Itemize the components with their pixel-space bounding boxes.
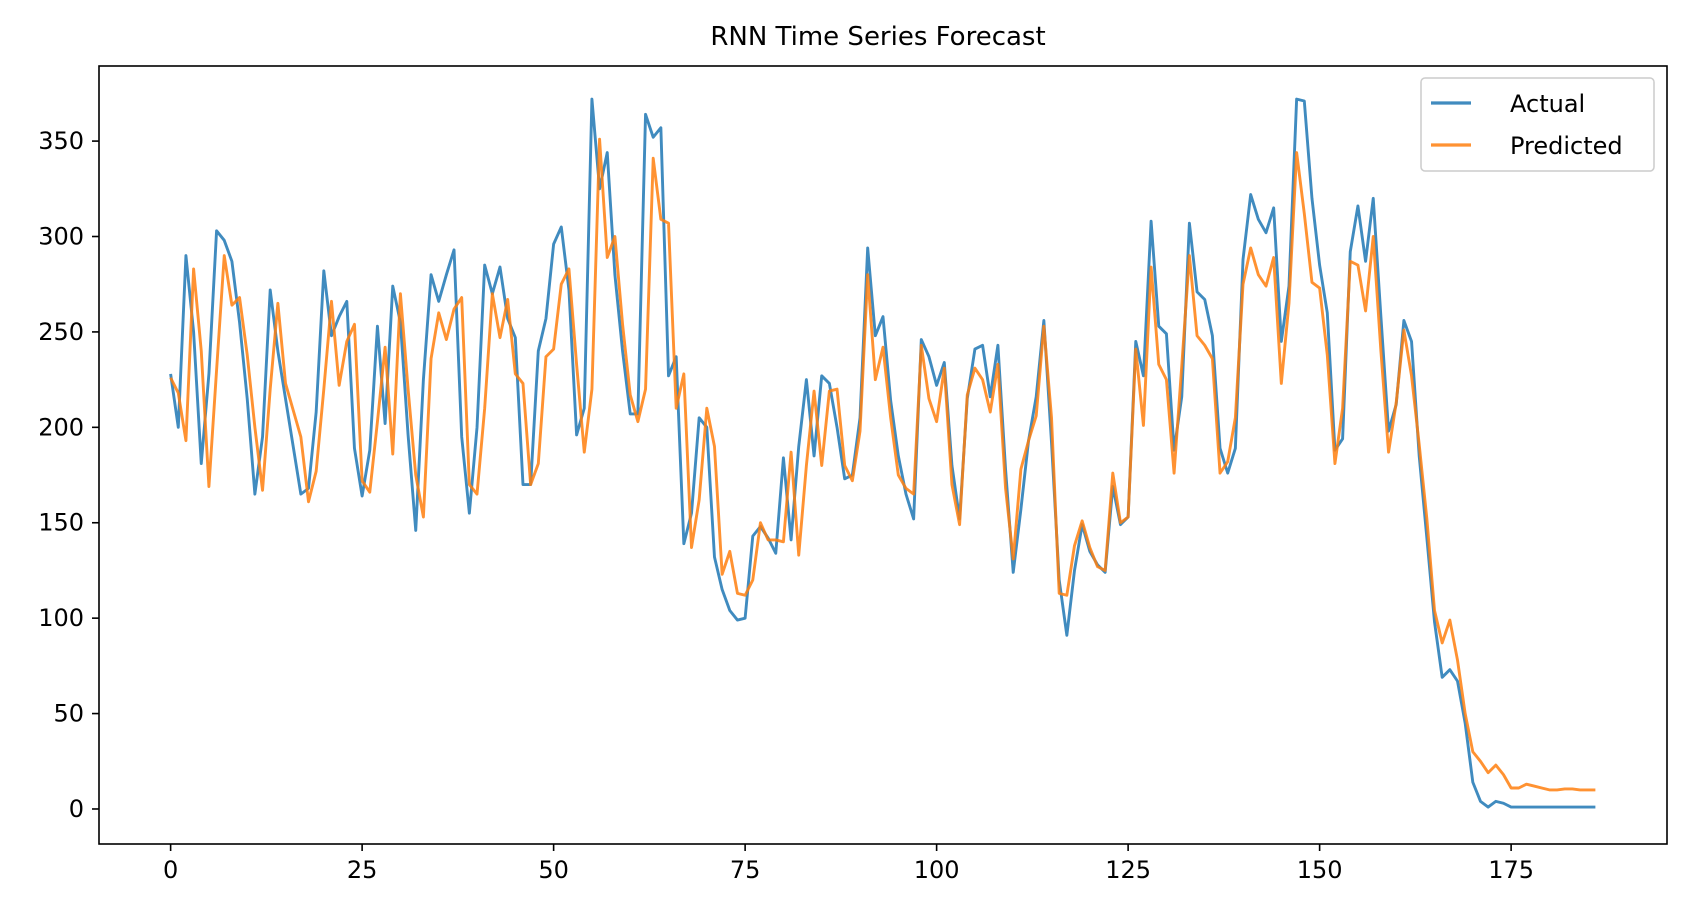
- y-tick-label: 100: [38, 604, 84, 632]
- x-tick-label: 175: [1488, 856, 1534, 884]
- x-tick-label: 25: [347, 856, 378, 884]
- legend-label-predicted: Predicted: [1510, 132, 1623, 160]
- y-tick-label: 300: [38, 223, 84, 251]
- chart-title: RNN Time Series Forecast: [710, 22, 1045, 52]
- y-tick-label: 350: [38, 127, 84, 155]
- y-tick-label: 200: [38, 413, 84, 441]
- x-tick-label: 150: [1297, 856, 1343, 884]
- x-axis: 0 25 50 75 100 125 150 175: [163, 844, 1534, 884]
- x-tick-label: 0: [163, 856, 178, 884]
- series-line-actual: [169, 97, 1596, 809]
- series-layer: [169, 97, 1596, 809]
- legend: Actual Predicted: [1420, 77, 1655, 172]
- y-tick-label: 50: [53, 700, 84, 728]
- plot-frame: [98, 65, 1668, 845]
- x-tick-label: 75: [730, 856, 761, 884]
- x-tick-label: 100: [914, 856, 960, 884]
- y-axis: 0 50 100 150 200 250 300 350: [38, 127, 99, 823]
- legend-box: [1420, 77, 1655, 172]
- y-tick-label: 0: [69, 795, 84, 823]
- y-tick-label: 250: [38, 318, 84, 346]
- series-line-predicted: [169, 137, 1596, 792]
- x-tick-label: 125: [1105, 856, 1151, 884]
- y-tick-label: 150: [38, 509, 84, 537]
- x-tick-label: 50: [538, 856, 569, 884]
- legend-label-actual: Actual: [1510, 90, 1585, 118]
